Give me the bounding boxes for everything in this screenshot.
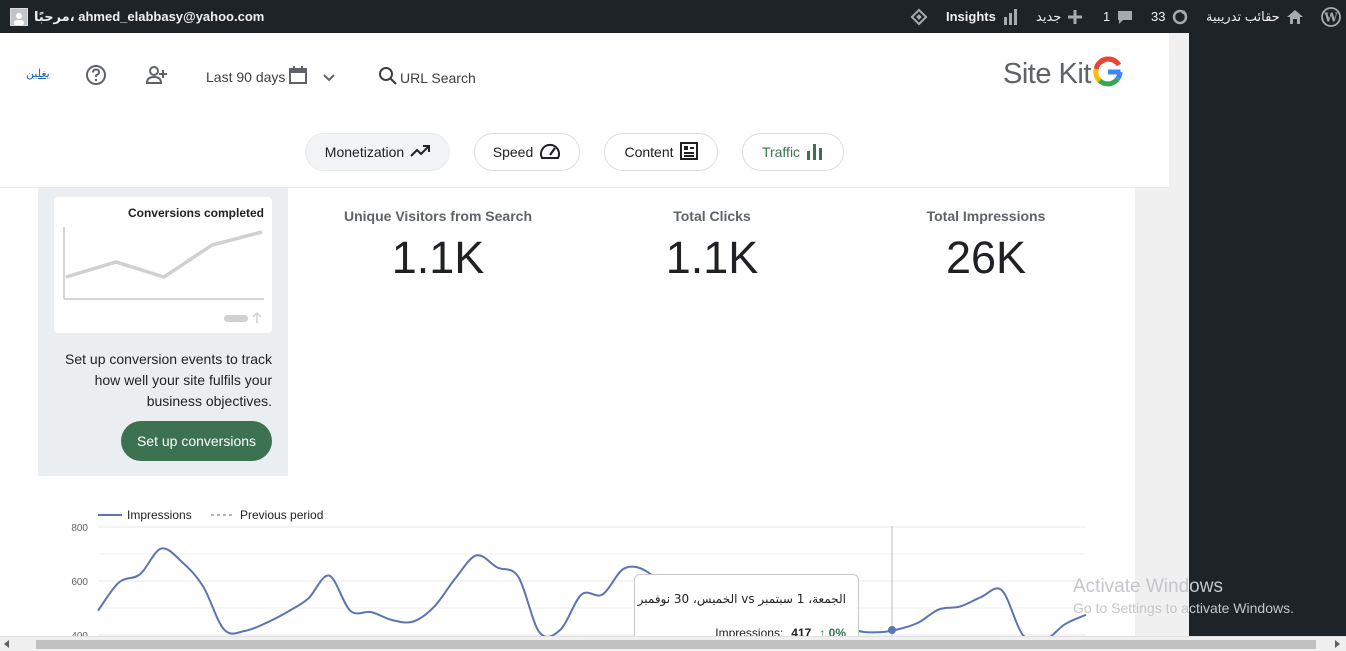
metric-value: 1.1K	[391, 232, 485, 283]
help-button[interactable]	[85, 64, 107, 89]
url-search-button[interactable]: URL Search	[378, 66, 476, 89]
add-user-button[interactable]	[145, 65, 167, 88]
scroll-right-icon[interactable]	[1335, 640, 1340, 648]
svg-text:W: W	[1323, 10, 1338, 24]
signout-label: يغلين	[26, 68, 50, 80]
comment-icon	[1116, 9, 1134, 25]
article-icon	[679, 141, 698, 163]
chart-legend: Impressions Previous period	[98, 508, 323, 522]
activate-windows-subtitle: Go to Settings to activate Windows.	[1073, 600, 1294, 616]
trending-up-icon	[410, 144, 431, 161]
sitekit-header: يغلين Last 90 days URL Search Site Kit	[0, 33, 1169, 188]
impressions-chart: Impressions Previous period 800 600 400	[71, 508, 1087, 638]
legend-impressions-label: Impressions	[127, 508, 192, 522]
metric-label: Total Impressions	[926, 208, 1046, 224]
admin-bar-insights-label: Insights	[946, 9, 996, 24]
metric-label: Unique Visitors from Search	[343, 208, 532, 224]
impressions-series-line[interactable]	[97, 547, 1087, 638]
y-tick-label: 800	[71, 523, 88, 534]
plus-icon	[1067, 9, 1083, 25]
metric-value: 1.1K	[665, 232, 759, 283]
admin-bar-new[interactable]: جديد	[1036, 0, 1083, 33]
right-dark-area	[1189, 33, 1346, 651]
admin-bar-account[interactable]: مرحبًا، ahmed_elabbasy@yahoo.com	[10, 0, 264, 33]
sitekit-diamond-icon	[910, 8, 928, 26]
conversions-preview: Conversions completed	[54, 197, 272, 333]
conversions-placeholder-chart	[63, 227, 264, 323]
arrow-up-icon: ↑	[819, 626, 829, 640]
chart-grid	[98, 526, 1086, 636]
tab-traffic[interactable]: Traffic	[742, 133, 844, 171]
site-name: حقائب تدريبية	[1206, 8, 1280, 24]
traffic-panel: Conversions completed Set up conversion …	[0, 188, 1135, 644]
bar-chart-icon	[1002, 8, 1020, 25]
admin-bar: مرحبًا، ahmed_elabbasy@yahoo.com Insight…	[0, 0, 1346, 33]
tab-speed[interactable]: Speed	[474, 133, 580, 171]
comments-count: 1	[1103, 9, 1111, 24]
bar-chart-icon	[806, 142, 824, 163]
logo-text: Site Kit	[1003, 58, 1091, 90]
person-add-icon	[145, 65, 167, 88]
conversions-title: Conversions completed	[127, 206, 264, 220]
y-tick-label: 600	[71, 577, 88, 588]
y-tick-label: 400	[71, 631, 88, 638]
chart-tooltip: الخميس، 30 نوفمبر vs الجمعة، 1 سبتمبر Im…	[634, 574, 859, 644]
admin-bar-new-label: جديد	[1036, 8, 1062, 24]
activate-windows-watermark: Activate Windows Go to Settings to activ…	[1073, 576, 1294, 616]
metric-value: 26K	[945, 232, 1027, 283]
tab-monetization[interactable]: Monetization	[305, 133, 450, 171]
metric-unique-visitors[interactable]: Unique Visitors from Search 1.1K	[338, 208, 538, 284]
signout-link[interactable]: يغلين	[26, 67, 50, 80]
activate-windows-title: Activate Windows	[1073, 576, 1223, 597]
scrollbar-thumb[interactable]	[36, 640, 1316, 649]
updates-count: 33	[1151, 9, 1166, 24]
metric-label: Total Clicks	[673, 208, 751, 224]
wordpress-icon: W	[1321, 6, 1341, 27]
avatar	[10, 7, 28, 26]
admin-bar-updates[interactable]: 33	[1151, 0, 1189, 33]
admin-bar-site[interactable]: حقائب تدريبية	[1206, 0, 1304, 33]
conversions-card: Conversions completed Set up conversion …	[38, 188, 288, 476]
speedometer-icon	[539, 142, 561, 163]
admin-bar-greeting: مرحبًا، ahmed_elabbasy@yahoo.com	[34, 8, 265, 24]
admin-bar-insights[interactable]: Insights	[910, 0, 1020, 33]
chevron-down-icon	[323, 69, 336, 85]
tab-content[interactable]: Content	[604, 133, 718, 171]
metric-total-clicks[interactable]: Total Clicks 1.1K	[612, 208, 812, 284]
tab-monetization-label: Monetization	[324, 144, 405, 160]
scroll-left-icon[interactable]	[4, 640, 9, 648]
horizontal-scrollbar[interactable]	[0, 636, 1346, 651]
home-icon	[1286, 8, 1304, 26]
date-range-selector[interactable]: Last 90 days	[206, 64, 336, 89]
update-icon	[1171, 8, 1189, 26]
metric-total-impressions[interactable]: Total Impressions 26K	[886, 208, 1086, 284]
url-search-label: URL Search	[400, 69, 476, 86]
tab-content-label: Content	[624, 144, 674, 160]
date-range-label: Last 90 days	[206, 68, 286, 85]
calendar-icon	[287, 64, 309, 89]
search-icon	[378, 66, 398, 89]
chart-y-axis: 800 600 400	[71, 523, 88, 638]
setup-conversions-button[interactable]: Set up conversions	[121, 421, 272, 461]
google-g-icon	[1092, 55, 1124, 94]
dashboard-content: Conversions completed Set up conversion …	[0, 188, 1169, 644]
tab-traffic-label: Traffic	[761, 144, 801, 160]
hover-point	[888, 626, 896, 634]
legend-previous-label: Previous period	[240, 508, 323, 522]
conversions-description: Set up conversion events to track how we…	[65, 351, 272, 409]
tooltip-title: الخميس، 30 نوفمبر vs الجمعة، 1 سبتمبر	[637, 592, 846, 606]
tab-speed-label: Speed	[492, 144, 534, 160]
wordpress-logo[interactable]: W	[1321, 0, 1341, 33]
admin-bar-comments[interactable]: 1	[1103, 0, 1134, 33]
sitekit-logo: Site Kit	[1003, 55, 1124, 94]
help-icon	[85, 64, 107, 89]
